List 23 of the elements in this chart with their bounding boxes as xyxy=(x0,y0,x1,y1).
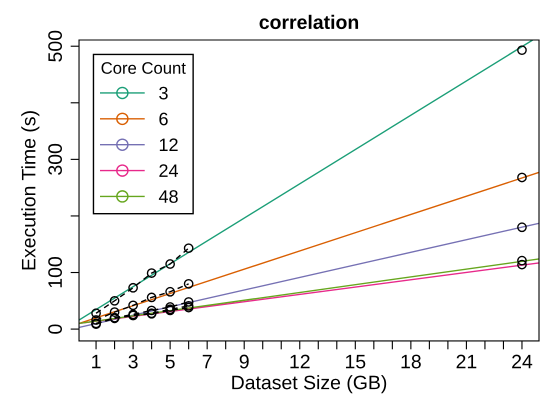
y-tick-label: 100 xyxy=(48,257,62,288)
y-tick-label: 0 xyxy=(48,324,62,334)
x-tick-label: 18 xyxy=(402,354,421,368)
x-tick-label: 5 xyxy=(166,354,175,368)
x-tick-label: 15 xyxy=(346,354,366,368)
legend-title: Core Count xyxy=(102,62,186,74)
x-tick-label: 21 xyxy=(456,354,476,368)
x-axis-title: Dataset Size (GB) xyxy=(232,375,386,394)
legend-label: 24 xyxy=(159,164,178,177)
x-tick-label: 7 xyxy=(202,354,212,368)
chart-title: correlation xyxy=(260,14,358,30)
x-tick-label: 12 xyxy=(290,354,310,368)
y-tick-label: 500 xyxy=(48,30,62,62)
y-tick-label: 300 xyxy=(48,144,62,175)
x-tick-label: 9 xyxy=(240,354,249,368)
x-tick-label: 24 xyxy=(512,354,532,368)
legend-label: 12 xyxy=(160,138,178,152)
legend-label: 3 xyxy=(159,86,168,100)
legend-label: 48 xyxy=(158,190,178,203)
x-tick-label: 1 xyxy=(92,354,101,368)
legend-label: 6 xyxy=(159,112,168,126)
y-axis-title: Execution Time (s) xyxy=(21,111,40,270)
x-tick-label: 3 xyxy=(128,354,138,368)
